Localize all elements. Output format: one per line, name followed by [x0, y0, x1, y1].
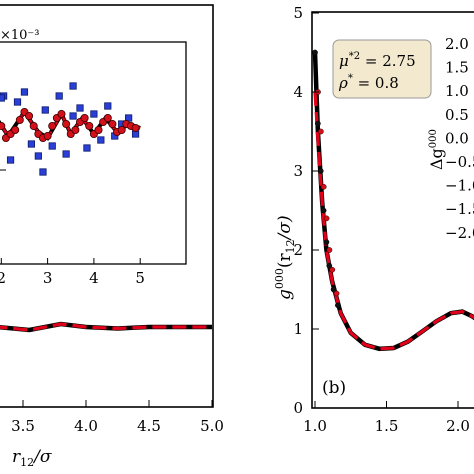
right-inset-y-axis-label: Δg000 [427, 129, 446, 170]
inset-red-circle [48, 122, 57, 131]
inset-blue-square [62, 150, 70, 158]
right-inset-y-tick-label: 0.5 [445, 106, 469, 124]
left-x-tick-label: 5.0 [200, 417, 224, 435]
right-black-point [320, 207, 327, 214]
inset-red-circle [62, 120, 71, 129]
left-x-tick-label: 3.5 [11, 417, 35, 435]
inset-blue-square [55, 92, 63, 100]
inset-blue-square [69, 112, 77, 120]
right-y-tick-label: 5 [293, 4, 303, 22]
right-inset-y-tick-label: 2.0 [445, 35, 469, 53]
inset-red-circle [57, 110, 66, 119]
left-main-line-black [0, 321, 212, 333]
left-plot-frame [0, 4, 214, 408]
right-black-point [315, 120, 321, 127]
inset-blue-square [20, 88, 29, 96]
left-x-ticks: 3.03.54.04.55.0 [11, 400, 224, 435]
right-inset-y-tick-label: 0.0 [445, 129, 469, 147]
right-x-tick-label: 1.0 [303, 417, 327, 435]
right-x-tick-label: 1.5 [375, 417, 399, 435]
inset-red-circle [25, 112, 34, 121]
left-inset-x-ticks: 2 3 4 5 [0, 169, 145, 287]
param-rho: ρ* = 0.8 [338, 73, 399, 92]
right-red-point [326, 247, 333, 253]
right-x-tick-label: 2.0 [446, 417, 470, 435]
right-y-tick-label: 0 [293, 399, 303, 417]
left-x-tick-label: 4.0 [74, 417, 98, 435]
inset-blue-square [90, 110, 98, 118]
right-y-tick-label: 1 [293, 320, 303, 338]
right-red-point [333, 290, 340, 297]
inset-exponent-label: ×10⁻³ [0, 28, 40, 43]
right-y-tick-label: 2 [293, 241, 303, 259]
inset-blue-square [41, 106, 49, 114]
right-y-tick-label: 3 [293, 162, 303, 180]
right-main-curves [312, 49, 474, 352]
inset-red-circle [43, 131, 52, 140]
right-black-point [326, 262, 333, 269]
right-red-point [329, 266, 336, 273]
right-red-point [318, 128, 324, 135]
right-plot-frame [311, 11, 474, 409]
inset-red-circle [85, 122, 94, 131]
inset-red-circle [94, 126, 103, 135]
right-red-point [320, 183, 327, 190]
right-inset-y-tick-label: −0.5 [445, 153, 474, 171]
inset-x-tick-label: 4 [89, 269, 99, 287]
inset-red-circle [131, 124, 140, 133]
inset-blue-square [104, 102, 112, 110]
right-inset-y-tick-label: 1.0 [445, 82, 469, 100]
parameter-legend-box: μ*2 = 2.75 ρ* = 0.8 [332, 39, 432, 99]
right-black-point [312, 49, 318, 56]
left-inset-data [0, 82, 141, 176]
inset-blue-square [34, 152, 42, 160]
right-y-tick-label: 4 [293, 83, 303, 101]
inset-x-tick-label: 3 [43, 269, 53, 287]
panel-label-b: (b) [322, 378, 346, 398]
right-inset-y-tick-label: −1.5 [445, 200, 474, 218]
right-red-point [323, 215, 330, 222]
inset-red-circle [103, 114, 112, 123]
right-x-ticks: 1.01.52.02.5 [303, 401, 470, 435]
right-black-point [335, 302, 341, 309]
inset-blue-square [6, 156, 15, 164]
right-inset-y-tick-label: 1.5 [445, 59, 469, 77]
inset-red-circle [80, 114, 89, 123]
inset-blue-square [69, 82, 77, 90]
left-x-tick-label: 4.5 [137, 417, 161, 435]
inset-blue-square [0, 94, 5, 102]
left-x-axis-label: r12/σ [12, 447, 52, 469]
right-inset-y-tick-label: −1.0 [445, 177, 474, 195]
inset-red-circle [71, 126, 80, 135]
left-inset: 2 3 4 5 ×10⁻³ [0, 28, 187, 287]
inset-red-circle [0, 122, 6, 130]
right-y-axis-label: g000(r12/σ) [273, 215, 297, 300]
inset-red-circle [15, 116, 24, 125]
inset-blue-square [48, 142, 56, 150]
left-inset-frame [0, 41, 187, 265]
inset-x-tick-label: 5 [135, 269, 145, 287]
inset-blue-square [27, 140, 35, 148]
right-black-point [330, 286, 337, 293]
inset-blue-square [97, 136, 105, 144]
inset-blue-square [39, 168, 47, 176]
right-inset-y-ticks: 2.0 1.5 1.0 0.5 0.0 −0.5 −1.0 −1.5 −2.0 [445, 35, 474, 242]
left-main-curves [0, 321, 212, 333]
inset-red-circle [11, 126, 20, 135]
right-inset-y-tick-label: −2.0 [445, 224, 474, 242]
right-main-line-red [313, 91, 474, 351]
inset-red-circle [117, 126, 126, 135]
inset-red-circle [108, 120, 117, 129]
right-black-point [323, 239, 330, 245]
inset-blue-square [13, 98, 22, 106]
inset-x-tick-label: 2 [0, 269, 6, 287]
inset-blue-square [83, 144, 91, 152]
inset-blue-square [76, 104, 84, 112]
right-y-ticks: 0 1 2 3 4 5 [293, 4, 319, 417]
param-mu: μ*2 = 2.75 [339, 51, 416, 70]
inset-red-circle [29, 122, 38, 131]
